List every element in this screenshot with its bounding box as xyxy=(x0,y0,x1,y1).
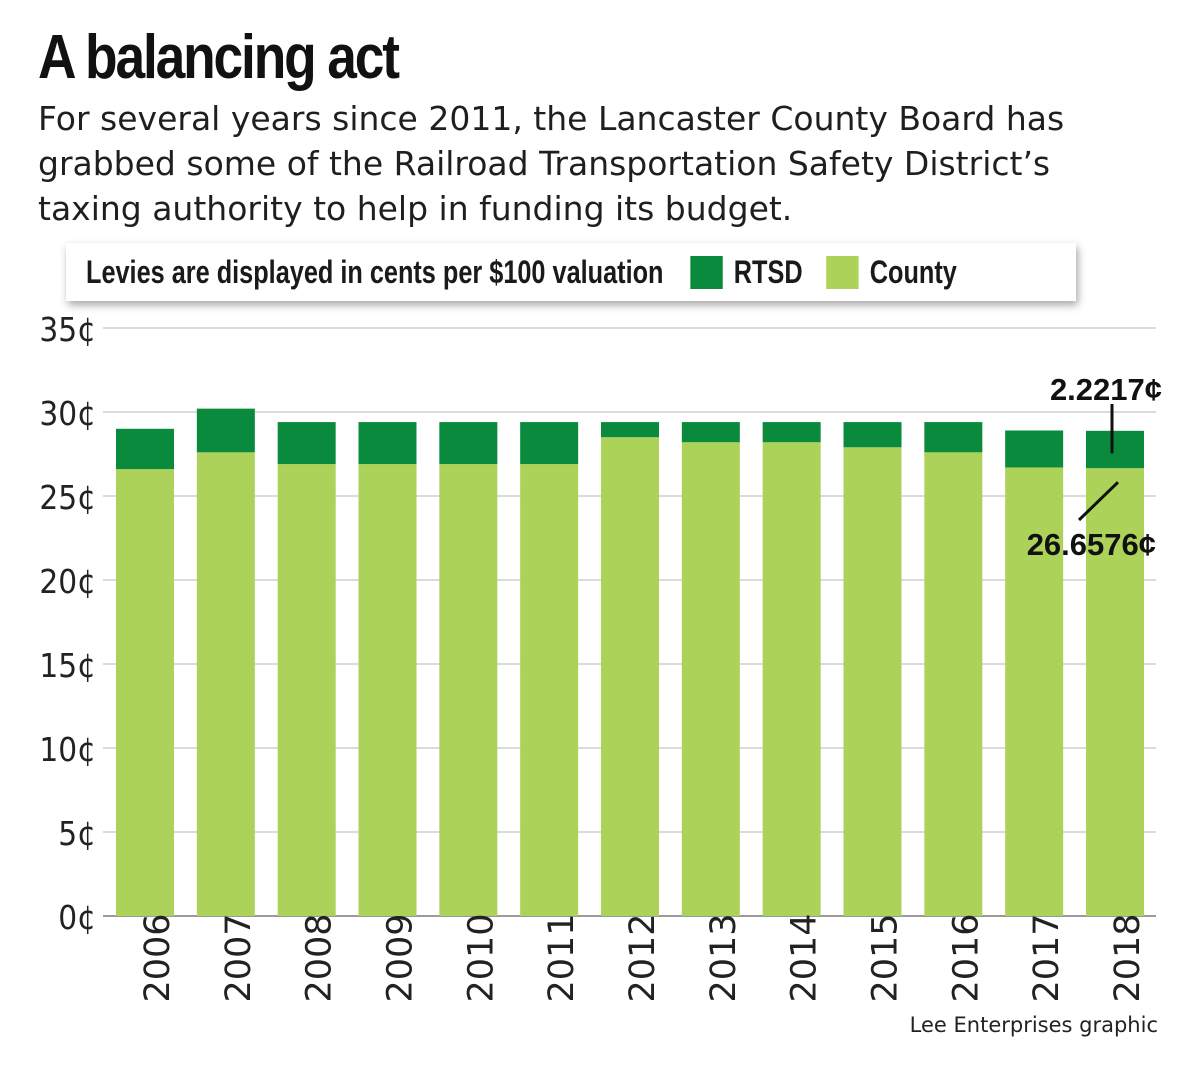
credit: Lee Enterprises graphic xyxy=(909,1013,1158,1037)
x-tick-label: 2011 xyxy=(542,913,582,1002)
x-tick-label: 2012 xyxy=(623,913,663,1002)
bar-rtsd-2012 xyxy=(601,422,659,438)
bar-county-2016 xyxy=(924,452,983,916)
x-tick-label: 2009 xyxy=(381,913,421,1002)
bar-county-2009 xyxy=(358,464,417,916)
page-title: A balancing act xyxy=(38,23,400,92)
y-tick-label: 20¢ xyxy=(39,564,96,602)
x-tick-label: 2017 xyxy=(1027,913,1067,1002)
bar-county-2013 xyxy=(681,442,740,916)
bar-rtsd-2011 xyxy=(520,422,579,465)
y-tick-label: 35¢ xyxy=(39,312,96,350)
x-tick-label: 2006 xyxy=(138,913,178,1002)
bar-rtsd-2009 xyxy=(358,422,417,465)
x-tick-label: 2015 xyxy=(866,913,906,1002)
bar-rtsd-2016 xyxy=(924,422,983,453)
bar-county-2011 xyxy=(520,464,579,916)
legend-swatch-county xyxy=(826,255,859,289)
y-tick-label: 30¢ xyxy=(39,396,96,434)
legend-text-rtsd: RTSD xyxy=(733,253,803,290)
y-tick-label: 15¢ xyxy=(39,648,96,686)
x-tick-label: 2010 xyxy=(461,913,501,1002)
annotation-leader-county xyxy=(1077,481,1120,522)
bar-county-2014 xyxy=(762,442,821,916)
bar-county-2007 xyxy=(196,452,255,916)
annotation-county-value: 26.6576¢ xyxy=(1027,527,1156,562)
x-tick-label: 2007 xyxy=(219,913,259,1002)
y-tick-label: 10¢ xyxy=(39,732,96,770)
y-tick-label: 0¢ xyxy=(58,900,96,938)
legend-text-county: County xyxy=(869,253,957,290)
bar-rtsd-2013 xyxy=(681,422,740,443)
bar-county-2015 xyxy=(843,447,902,916)
annotation-rtsd-value: 2.2217¢ xyxy=(1050,372,1162,407)
bar-rtsd-2006 xyxy=(116,428,174,470)
y-tick-label: 5¢ xyxy=(58,816,96,854)
bar-rtsd-2008 xyxy=(277,422,336,465)
bar-rtsd-2014 xyxy=(762,422,821,443)
bar-rtsd-2017 xyxy=(1005,430,1064,468)
bar-county-2008 xyxy=(277,464,336,916)
legend-swatch-rtsd xyxy=(690,255,723,289)
bar-county-2006 xyxy=(116,469,174,916)
x-tick-label: 2014 xyxy=(785,913,825,1002)
bar-rtsd-2015 xyxy=(843,422,902,448)
x-tick-label: 2018 xyxy=(1108,913,1148,1002)
bar-county-2010 xyxy=(439,464,498,916)
bar-county-2018 xyxy=(1086,468,1144,916)
x-tick-label: 2016 xyxy=(946,913,986,1002)
legend: Levies are displayed in cents per $100 v… xyxy=(66,243,1076,301)
subtitle: For several years since 2011, the Lancas… xyxy=(38,99,1065,228)
legend-item-rtsd: RTSD xyxy=(690,253,803,291)
bar-county-2012 xyxy=(601,437,659,916)
bar-county-2017 xyxy=(1005,467,1064,916)
bar-rtsd-2007 xyxy=(196,408,255,453)
bar-rtsd-2018 xyxy=(1086,430,1144,469)
legend-item-county: County xyxy=(826,254,957,291)
bar-rtsd-2010 xyxy=(439,422,498,465)
legend-label: Levies are displayed in cents per $100 v… xyxy=(86,253,664,290)
x-tick-label: 2008 xyxy=(300,913,340,1002)
x-tick-label: 2013 xyxy=(704,913,744,1002)
y-tick-label: 25¢ xyxy=(39,480,96,518)
